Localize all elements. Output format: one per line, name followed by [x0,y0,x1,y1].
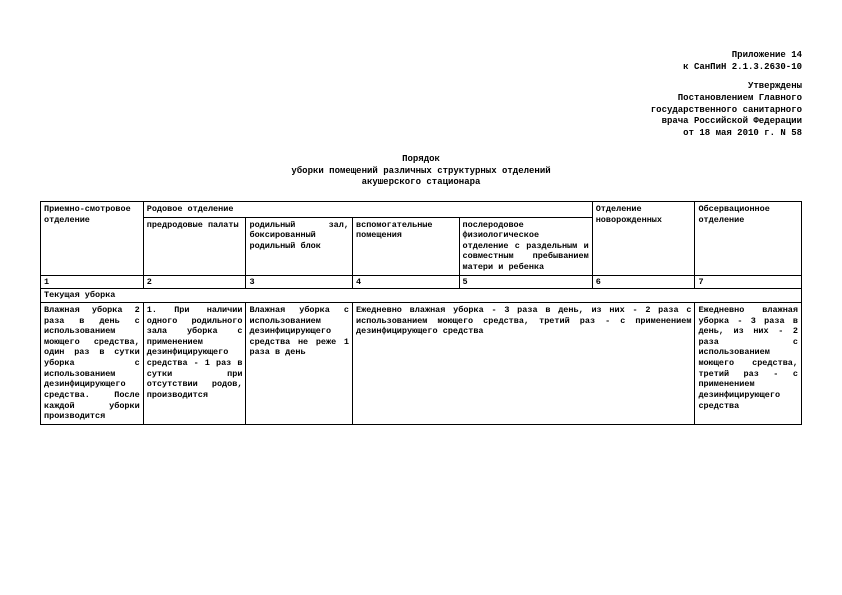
header-line: Утверждены [40,81,802,93]
col-header: Отделение новорожденных [592,201,695,275]
header-line: врача Российской Федерации [40,116,802,128]
table-number-row: 1 2 3 4 5 6 7 [41,275,802,289]
document-page: Приложение 14 к СанПиН 2.1.3.2630-10 Утв… [0,0,842,445]
section-title: Текущая уборка [41,289,802,303]
title-block: Порядок уборки помещений различных струк… [40,154,802,189]
col-header: Обсервационное отделение [695,201,802,275]
cell-content: 1. При наличии одного родильного зала уб… [143,302,246,424]
col-number: 6 [592,275,695,289]
cell-content: Влажная уборка с использованием дезинфиц… [246,302,353,424]
col-number: 2 [143,275,246,289]
col-number: 1 [41,275,144,289]
col-subheader: родильный зал, боксированный родильный б… [246,217,353,275]
cell-content: Ежедневно влажная уборка - 3 раза в день… [695,302,802,424]
col-header-group: Родовое отделение [143,201,592,217]
col-number: 3 [246,275,353,289]
header-line: к СанПиН 2.1.3.2630-10 [40,62,802,74]
cell-content: Ежедневно влажная уборка - 3 раза в день… [353,302,695,424]
cell-content: Влажная уборка 2 раза в день с использов… [41,302,144,424]
table-content-row: Влажная уборка 2 раза в день с использов… [41,302,802,424]
col-subheader: предродовые палаты [143,217,246,275]
col-subheader: вспомогательные помещения [353,217,460,275]
title-line: акушерского стационара [40,177,802,189]
header-line: Приложение 14 [40,50,802,62]
header-line: государственного санитарного [40,105,802,117]
col-subheader: послеродовое физиологическое отделение с… [459,217,592,275]
col-header: Приемно-смотровое отделение [41,201,144,275]
title-line: Порядок [40,154,802,166]
header-line: Постановлением Главного [40,93,802,105]
header-right-block: Приложение 14 к СанПиН 2.1.3.2630-10 Утв… [40,50,802,140]
table-section-row: Текущая уборка [41,289,802,303]
col-number: 5 [459,275,592,289]
main-table: Приемно-смотровое отделение Родовое отде… [40,201,802,425]
col-number: 4 [353,275,460,289]
title-line: уборки помещений различных структурных о… [40,166,802,178]
col-number: 7 [695,275,802,289]
table-header-row: Приемно-смотровое отделение Родовое отде… [41,201,802,217]
header-line: от 18 мая 2010 г. N 58 [40,128,802,140]
